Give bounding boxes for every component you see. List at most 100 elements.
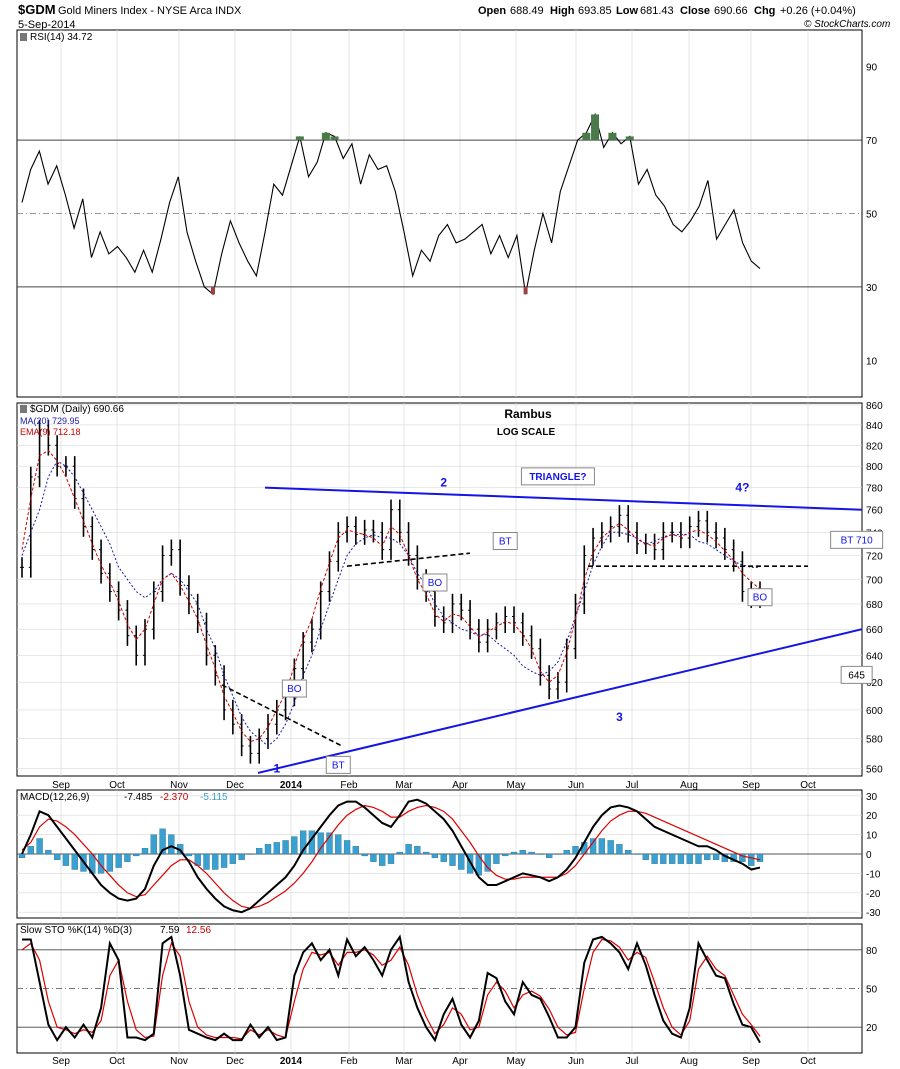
close-value: 690.66 (714, 5, 748, 17)
macd-histogram-bar (563, 849, 570, 855)
macd-histogram-bar (185, 853, 193, 857)
macd-histogram-bar (739, 853, 746, 862)
sto-d-value: 12.56 (186, 925, 211, 936)
macd-histogram-bar (264, 844, 272, 855)
macd-tick-label: 0 (866, 850, 872, 861)
rsi-oversold-fill (523, 286, 528, 295)
wave-label: 4? (735, 481, 749, 495)
macd-histogram-bar (133, 853, 140, 857)
rsi-overbought-fill (295, 136, 304, 141)
sto-k-value: 7.59 (160, 925, 180, 936)
rsi-panel: 90 70 50 30 10 (16, 29, 878, 398)
macd-histogram-bar (62, 853, 70, 866)
macd-histogram-bar (748, 853, 755, 866)
sto-month-label: Jun (568, 1056, 584, 1067)
price-month-label: Nov (170, 780, 188, 791)
price-label: $GDM (Daily) 690.66 (30, 404, 124, 415)
macd-histogram-bar (431, 853, 439, 859)
sto-month-label: Oct (109, 1056, 125, 1067)
open-value: 688.49 (510, 5, 544, 17)
chg-value: +0.26 (+0.04%) (780, 5, 856, 17)
price-legend-marker (20, 405, 27, 413)
price-month-label: 2014 (280, 780, 303, 791)
sto-month-label: Mar (395, 1056, 413, 1067)
rsi-legend: RSI(14) 34.72 (20, 32, 93, 43)
rsi-overbought-fill (321, 132, 330, 141)
triangle-lower-trendline (257, 628, 863, 774)
ema9-line (21, 449, 761, 743)
macd-histogram-bar (220, 853, 228, 868)
macd-histogram-bar (607, 840, 614, 855)
macd-histogram-bar (589, 838, 597, 855)
price-month-label: Oct (800, 780, 816, 791)
annotation-label: TRIANGLE? (529, 472, 586, 483)
macd-histogram-bar (247, 853, 254, 855)
macd-histogram-bar (554, 853, 562, 855)
macd-histogram-bar (229, 853, 237, 864)
macd-histogram-bar (168, 834, 175, 855)
chart-title: Rambus (504, 407, 552, 421)
macd-histogram-bar (212, 853, 219, 870)
rsi-tick-label: 30 (866, 283, 878, 294)
sto-month-label: Aug (680, 1056, 698, 1067)
annotation-box (492, 531, 518, 550)
sto-label: Slow STO %K(14) %D(3) (20, 925, 132, 936)
index-name: Gold Miners Index - NYSE Arca INDX (58, 5, 242, 17)
macd-histogram-bar (712, 853, 720, 860)
macd-histogram-bar (326, 832, 333, 855)
macd-histogram-bar (150, 834, 157, 855)
chart-date: 5-Sep-2014 (18, 19, 76, 31)
macd-tick-label: 30 (866, 792, 878, 803)
ma-label: MA(20) 729.95 (20, 416, 80, 426)
price-month-label: Sep (742, 780, 760, 791)
low-label: Low (616, 5, 638, 17)
sto-month-label: Sep (52, 1056, 70, 1067)
chart-subtitle: LOG SCALE (497, 427, 556, 438)
macd-histogram-bar (651, 853, 658, 864)
annotation-box (840, 665, 873, 684)
macd-histogram-bar (405, 844, 412, 855)
annotation-box (422, 573, 448, 592)
macd-histogram-bar (449, 853, 456, 866)
price-tick-label: 720 (866, 551, 883, 562)
rsi-legend-marker (20, 33, 27, 41)
price-month-label: Dec (226, 780, 244, 791)
macd-tick-label: 10 (866, 831, 878, 842)
macd-histogram-bar (273, 842, 280, 855)
wave-label: 3 (616, 710, 623, 724)
sto-k-line (22, 934, 761, 1044)
rsi-overbought-fill (582, 132, 591, 141)
sto-tick-label: 80 (866, 946, 878, 957)
macd-histogram-bar (352, 846, 360, 855)
sto-month-label: Dec (226, 1056, 244, 1067)
rsi-overbought-fill (608, 132, 617, 141)
macd-histogram-bar (422, 851, 430, 855)
macd-histogram-bar (53, 853, 61, 860)
macd-histogram-bar (440, 853, 447, 862)
macd-histogram-bar (668, 853, 676, 864)
price-tick-label: 820 (866, 441, 883, 452)
sto-tick-label: 20 (866, 1023, 878, 1034)
macd-histogram-bar (396, 851, 403, 855)
macd-histogram-bar (71, 853, 78, 870)
macd-histogram-bar (695, 853, 702, 864)
macd-signal-value: -2.370 (160, 792, 189, 803)
macd-legend: MACD(12,26,9) -7.485 -2.370 -5.115 (20, 792, 228, 803)
close-label: Close (680, 5, 710, 17)
macd-tick-label: 20 (866, 811, 878, 822)
macd-histogram-bar (159, 828, 166, 855)
wave-label: 1 (273, 761, 280, 775)
macd-histogram-bar (361, 853, 368, 857)
annotation-label: 645 (848, 670, 865, 681)
price-tick-label: 760 (866, 506, 883, 517)
chg-label: Chg (754, 5, 775, 17)
sto-month-label: Nov (170, 1056, 188, 1067)
rsi-tick-label: 90 (866, 63, 878, 74)
macd-histogram-bar (299, 830, 307, 855)
low-value: 681.43 (640, 5, 674, 17)
macd-histogram-bar (572, 846, 579, 855)
sto-month-label: Oct (800, 1056, 816, 1067)
macd-histogram-bar (18, 853, 26, 859)
macd-histogram-bar (686, 853, 693, 864)
rsi-overbought-fill (625, 136, 634, 141)
